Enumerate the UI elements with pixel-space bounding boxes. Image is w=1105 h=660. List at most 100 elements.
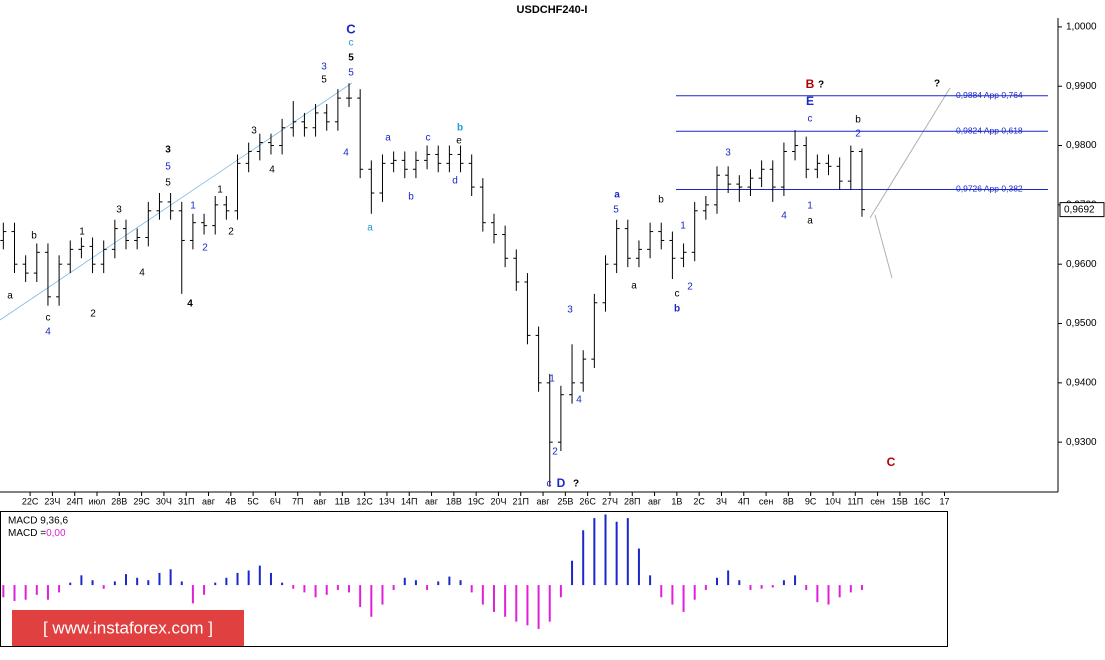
x-tick-label: 17 — [939, 496, 949, 506]
macd-bar — [370, 585, 373, 617]
watermark-text: [ www.instaforex.com ] — [43, 618, 213, 637]
x-tick-label: 22С — [22, 496, 39, 506]
macd-bar — [314, 585, 317, 598]
wave-label: a — [807, 216, 813, 227]
x-tick-label: авг — [425, 496, 439, 506]
wave-label: ? — [934, 79, 940, 90]
macd-bar — [426, 585, 429, 590]
x-tick-label: 28В — [111, 496, 127, 506]
x-tick-label: 12С — [356, 496, 373, 506]
macd-bar — [849, 585, 852, 593]
macd-bar — [225, 577, 228, 586]
macd-bar — [281, 582, 284, 586]
wave-label: 4 — [45, 327, 51, 338]
macd-bar — [459, 580, 462, 586]
x-tick-label: 19С — [468, 496, 485, 506]
wave-label: c — [349, 38, 354, 49]
macd-bar — [359, 585, 362, 608]
wave-label: b — [855, 115, 861, 126]
x-tick-label: 27Ч — [602, 496, 618, 506]
macd-bar — [69, 582, 72, 586]
x-tick-label: 24П — [66, 496, 82, 506]
macd-bar — [548, 585, 551, 622]
macd-bar — [682, 585, 685, 612]
macd-bar — [24, 585, 27, 600]
wave-label: 5 — [348, 53, 354, 64]
x-tick-label: 13Ч — [379, 496, 395, 506]
wave-label: 2 — [90, 309, 96, 320]
wave-label: E — [806, 94, 814, 108]
macd-bar — [403, 577, 406, 586]
wave-label: 4 — [343, 148, 349, 159]
x-tick-label: сен — [759, 496, 774, 506]
x-tick-label: авг — [202, 496, 216, 506]
wave-label: 2 — [552, 447, 558, 458]
macd-bar — [615, 521, 618, 586]
wave-label: C — [346, 21, 356, 36]
macd-label: MACD 9,36,6 — [8, 516, 68, 527]
macd-bar — [637, 548, 640, 586]
macd-bar — [649, 575, 652, 586]
x-tick-label: 5С — [247, 496, 259, 506]
x-tick-label: 20Ч — [490, 496, 506, 506]
fib-label: 0,9884 App 0,764 — [956, 90, 1023, 100]
macd-bar — [292, 585, 295, 589]
wave-label: a — [367, 223, 373, 234]
macd-bar — [113, 581, 116, 586]
macd-bar — [559, 585, 562, 598]
projection-line — [874, 214, 893, 279]
wave-label: 3 — [251, 126, 257, 137]
macd-bar — [203, 585, 206, 595]
wave-label: 1 — [807, 201, 813, 212]
macd-bar — [693, 585, 696, 600]
y-tick-label: 0,9300 — [1066, 437, 1097, 448]
x-tick-label: 31П — [178, 496, 194, 506]
x-tick-label: авг — [648, 496, 662, 506]
wave-label: 1 — [217, 185, 223, 196]
wave-label: a — [385, 133, 391, 144]
x-tick-label: авг — [313, 496, 327, 506]
macd-bar — [704, 585, 707, 590]
wave-label: 3 — [165, 145, 171, 156]
macd-bar — [58, 585, 61, 593]
wave-label: 5 — [165, 162, 171, 173]
x-tick-label: 1В — [671, 496, 682, 506]
macd-bar — [325, 585, 328, 595]
macd-current-value: 0,00 — [46, 528, 66, 539]
wave-label: 5 — [348, 68, 354, 79]
macd-panel — [0, 511, 948, 647]
x-tick-label: 6Ч — [270, 496, 281, 506]
wave-label: b — [457, 123, 463, 134]
macd-bar — [147, 580, 150, 586]
y-tick-label: 0,9900 — [1066, 81, 1097, 92]
macd-bar — [760, 585, 763, 589]
wave-label: 2 — [228, 227, 234, 238]
macd-current-label: MACD =0,00 — [8, 528, 66, 539]
macd-bar — [716, 577, 719, 586]
fib-label: 0,9726 App 0,382 — [956, 184, 1023, 194]
macd-bar — [582, 530, 585, 586]
wave-label: 2 — [687, 282, 693, 293]
x-tick-label: 25В — [557, 496, 573, 506]
macd-bar — [214, 582, 217, 586]
x-tick-label: 11П — [847, 496, 863, 506]
macd-bar — [336, 585, 339, 590]
x-tick-label: 29С — [133, 496, 150, 506]
macd-bar — [91, 580, 94, 586]
macd-bar — [35, 585, 38, 595]
x-tick-label: 9С — [805, 496, 817, 506]
macd-bar — [247, 570, 250, 586]
x-tick-label: 7П — [292, 496, 303, 506]
macd-bar — [492, 585, 495, 612]
macd-bar — [348, 585, 351, 593]
wave-label: 5 — [321, 75, 327, 86]
y-tick-label: 0,9600 — [1066, 259, 1097, 270]
macd-bar — [504, 585, 507, 617]
macd-bar — [136, 577, 139, 586]
macd-bar — [303, 585, 306, 593]
macd-bar — [526, 585, 529, 626]
x-tick-label: 10Ч — [825, 496, 841, 506]
macd-bar — [771, 585, 774, 588]
wave-label: e — [456, 136, 462, 147]
